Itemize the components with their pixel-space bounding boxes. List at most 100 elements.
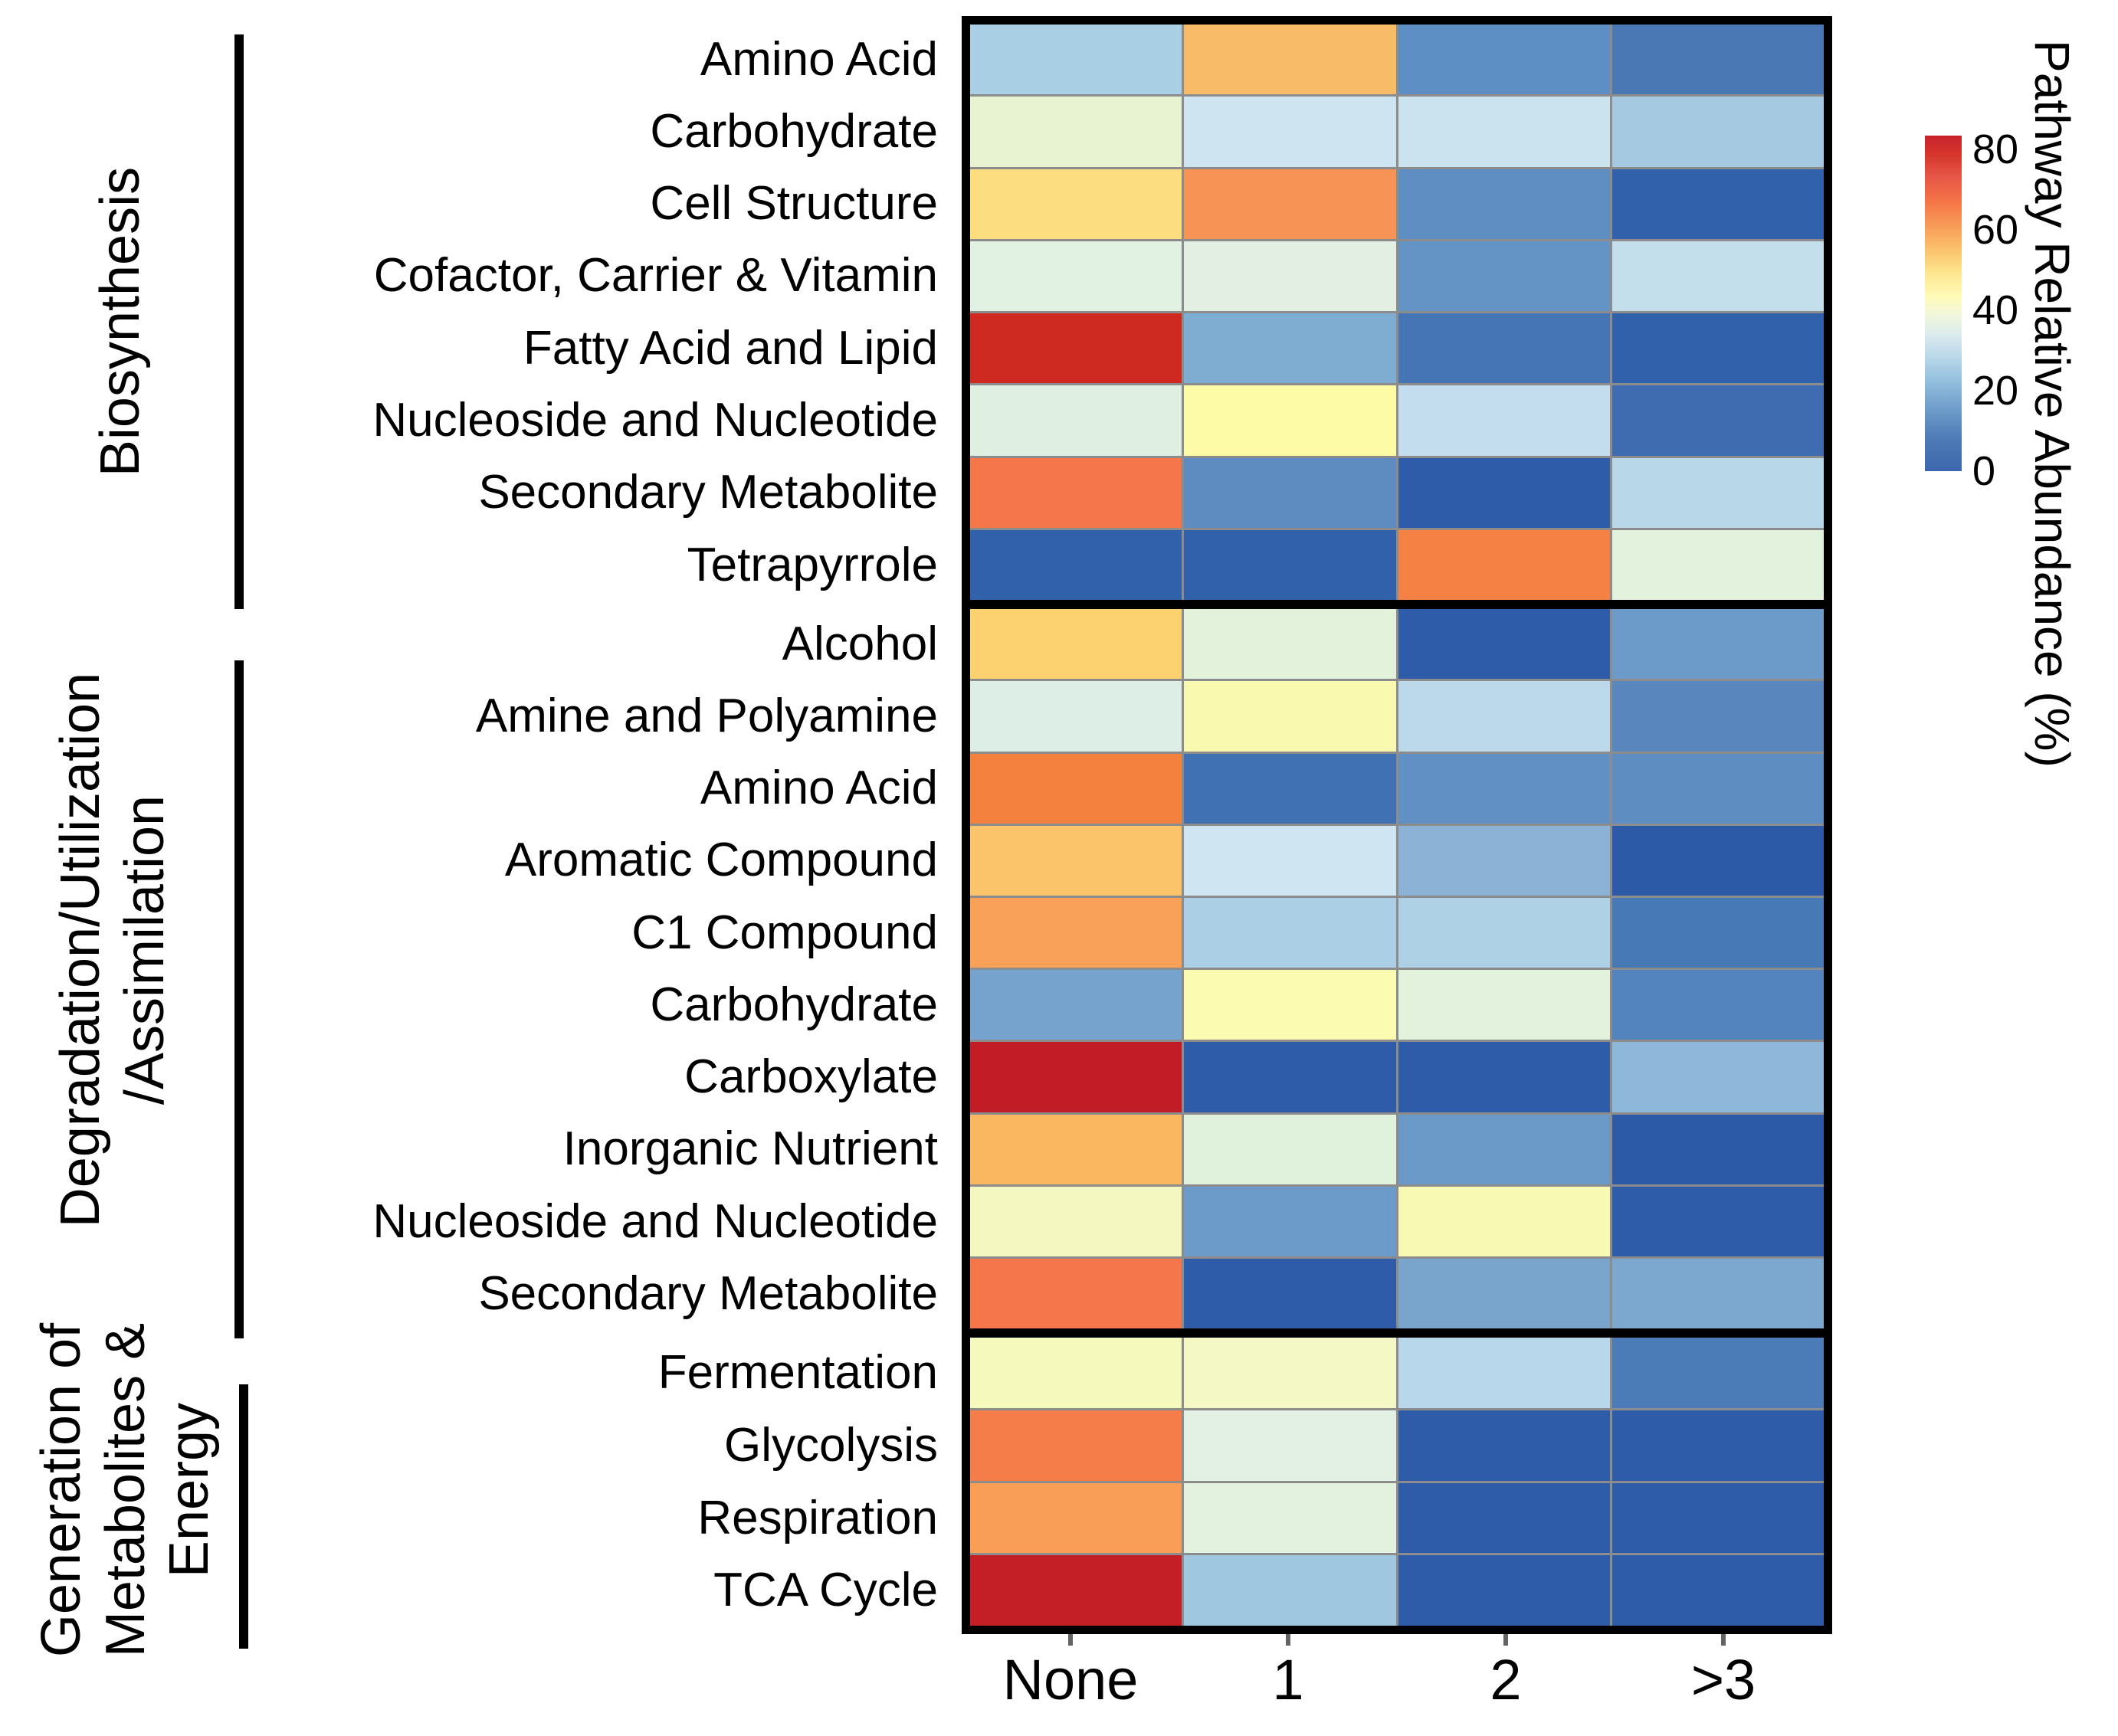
colorbar-title: Pathway Relative Abundance (%)	[2025, 40, 2080, 768]
heatmap-cell	[1398, 1482, 1610, 1554]
x-tick	[962, 1634, 1179, 1648]
row-label: Secondary Metabolite	[478, 1266, 938, 1320]
row-label: Nucleoside and Nucleotide	[372, 394, 938, 447]
x-tick	[1397, 1634, 1615, 1648]
heatmap-cell	[1184, 385, 1396, 456]
heatmap-cell	[1184, 1186, 1396, 1257]
row-label: Alcohol	[782, 617, 938, 670]
heatmap-cell	[970, 97, 1182, 167]
row-label: Carbohydrate	[650, 978, 938, 1031]
row-label: C1 Compound	[631, 906, 938, 959]
group-divider	[970, 600, 1824, 610]
heatmap-cell	[1398, 1042, 1610, 1112]
heatmap-cell	[1611, 457, 1824, 528]
heatmap-cell	[1611, 25, 1824, 95]
row-label: TCA Cycle	[713, 1564, 938, 1617]
group-bracket-biosynthesis	[234, 34, 244, 609]
group-bracket-generation	[239, 1384, 248, 1649]
colorbar-tick-label: 0	[1972, 448, 1996, 494]
label-spacer	[0, 600, 943, 609]
label-spacer	[0, 1328, 943, 1338]
row-label: Aromatic Compound	[504, 834, 938, 887]
heatmap-cell	[1611, 529, 1824, 601]
row-label: Tetrapyrrole	[687, 538, 938, 591]
heatmap-cell	[970, 1555, 1182, 1626]
heatmap-cell	[1611, 1186, 1824, 1257]
group-divider	[970, 1328, 1824, 1338]
heatmap-cell	[1611, 753, 1824, 824]
heatmap-cell	[1184, 457, 1396, 528]
row-label: Nucleoside and Nucleotide	[372, 1194, 938, 1248]
heatmap-block	[970, 1338, 1824, 1626]
row-label: Carbohydrate	[650, 104, 938, 158]
heatmap-cell	[970, 169, 1182, 239]
row-label-block: Fermentation Glycolysis Respiration TCA Cyc…	[0, 1338, 943, 1626]
x-axis-label: 2	[1490, 1648, 1522, 1711]
x-axis-ticks	[962, 1634, 1832, 1648]
colorbar-tick-label: 40	[1972, 287, 2019, 333]
row-label: Respiration	[697, 1491, 938, 1544]
heatmap-cell	[1398, 1259, 1610, 1329]
heatmap-cell	[1398, 169, 1610, 239]
heatmap-cell	[1398, 241, 1610, 312]
heatmap-cell	[1184, 825, 1396, 896]
colorbar-tick-label: 80	[1972, 126, 2019, 172]
heatmap-cell	[970, 1186, 1182, 1257]
colorbar-tick-label: 20	[1972, 368, 2019, 414]
heatmap-cell	[1398, 1338, 1610, 1409]
heatmap-cell	[970, 609, 1182, 680]
row-label: Fermentation	[657, 1346, 938, 1400]
heatmap-cell	[1398, 681, 1610, 752]
heatmap-cell	[1398, 25, 1610, 95]
heatmap-cell	[970, 753, 1182, 824]
x-axis-label: None	[1002, 1648, 1139, 1711]
colorbar-gradient	[1925, 136, 1962, 471]
heatmap-cell	[1184, 970, 1396, 1040]
heatmap-cell	[1184, 1555, 1396, 1626]
row-label: Fatty Acid and Lipid	[523, 321, 938, 375]
heatmap-cell	[1611, 169, 1824, 239]
heatmap-cell	[1184, 681, 1396, 752]
heatmap-cell	[1184, 313, 1396, 384]
x-axis-label: 1	[1272, 1648, 1304, 1711]
heatmap-cell	[1398, 825, 1610, 896]
row-label: Carboxylate	[684, 1050, 938, 1104]
row-label: Amino Acid	[700, 32, 938, 86]
heatmap-cell	[970, 1042, 1182, 1112]
heatmap-cell	[970, 25, 1182, 95]
heatmap-cell	[1611, 1482, 1824, 1554]
x-tick-mark	[1068, 1634, 1073, 1646]
heatmap-cell	[1398, 609, 1610, 680]
heatmap-cell	[1398, 1555, 1610, 1626]
heatmap-cell	[970, 457, 1182, 528]
heatmap-cell	[970, 529, 1182, 601]
heatmap-cell	[1184, 609, 1396, 680]
heatmap-cell	[1184, 25, 1396, 95]
colorbar-tick-label: 60	[1972, 207, 2019, 253]
row-label-block: Amino Acid Carbohydrate Cell Structure Cofa…	[0, 25, 943, 600]
x-axis-labels: None 1 2 >3	[962, 1649, 1832, 1711]
heatmap-cell	[1184, 529, 1396, 601]
heatmap-cell	[1611, 241, 1824, 312]
heatmap-cell	[1611, 609, 1824, 680]
heatmap-cell	[1184, 241, 1396, 312]
x-axis-label: >3	[1690, 1648, 1756, 1711]
row-label: Inorganic Nutrient	[562, 1122, 938, 1176]
row-label-block: Alcohol Amine and Polyamine Amino Acid Arom…	[0, 609, 943, 1328]
heatmap-cell	[970, 241, 1182, 312]
x-tick-mark	[1503, 1634, 1508, 1646]
heatmap-grid	[962, 16, 1832, 1634]
heatmap-cell	[1398, 898, 1610, 968]
heatmap-cell	[1611, 1555, 1824, 1626]
group-bracket-degradation	[234, 660, 244, 1338]
heatmap-cell	[1398, 1410, 1610, 1481]
heatmap-block	[970, 25, 1824, 601]
heatmap-cell	[1184, 1410, 1396, 1481]
heatmap-cell	[1611, 681, 1824, 752]
row-label: Cofactor, Carrier & Vitamin	[373, 249, 938, 303]
heatmap-cell	[1611, 1259, 1824, 1329]
x-tick-mark	[1721, 1634, 1726, 1646]
heatmap-cell	[1184, 169, 1396, 239]
heatmap-cell	[970, 313, 1182, 384]
